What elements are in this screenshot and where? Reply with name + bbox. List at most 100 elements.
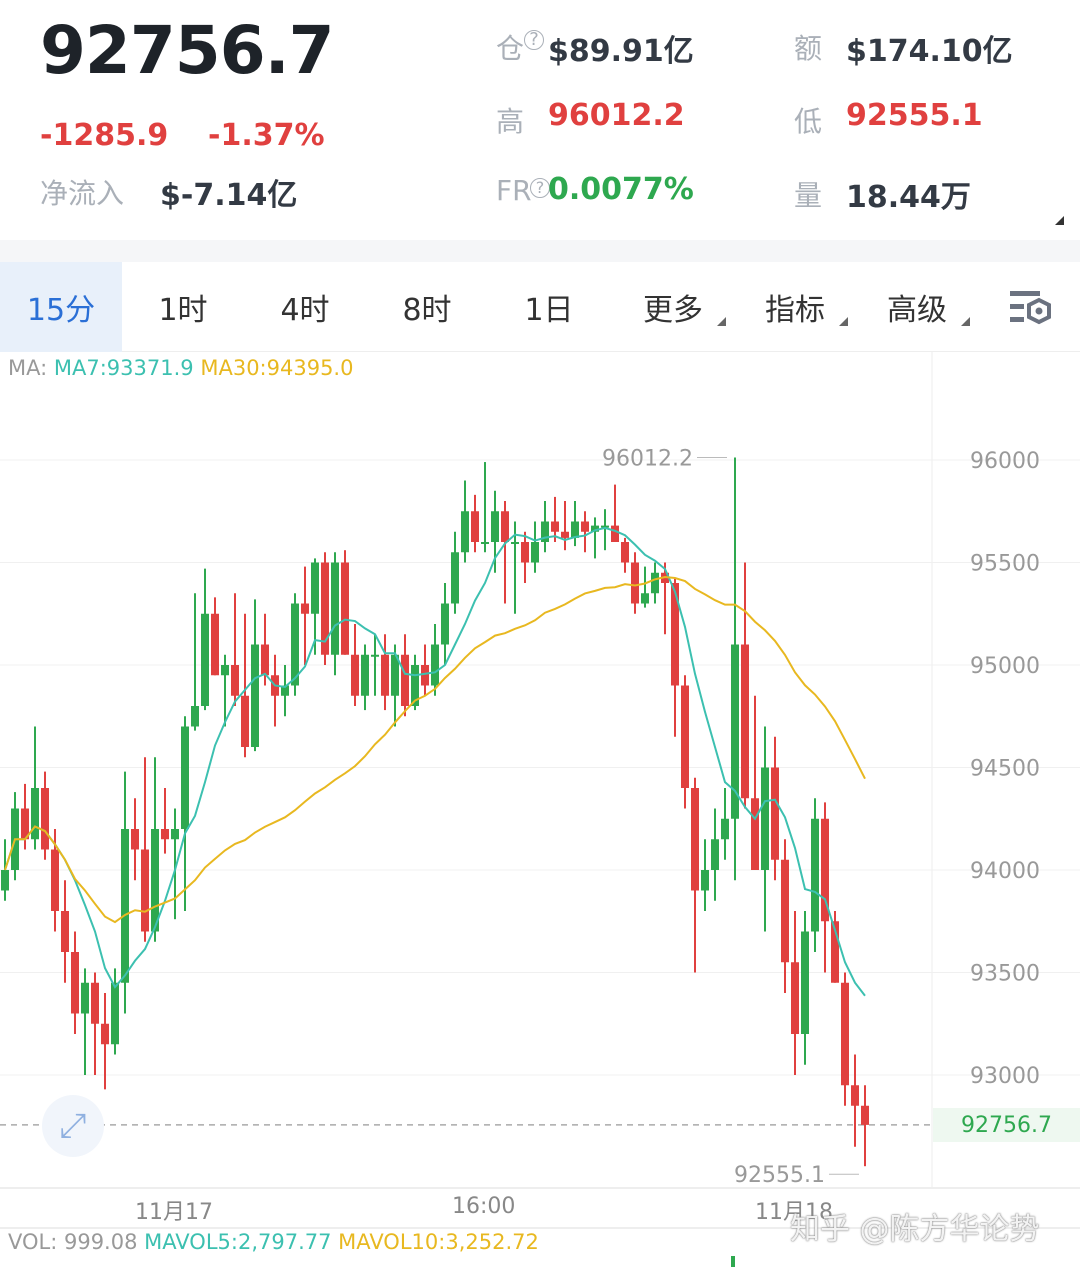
candle-body <box>591 525 599 532</box>
tab-1d[interactable]: 1日 <box>488 262 610 352</box>
candle-body <box>371 654 379 657</box>
candle-body <box>721 818 729 840</box>
candle-body <box>141 849 149 932</box>
candle-body <box>811 818 819 932</box>
candle-body <box>771 767 779 860</box>
candle-body <box>831 921 839 983</box>
candle-body <box>391 654 399 696</box>
candle-body <box>121 829 129 983</box>
funding-rate-value: 0.0077% <box>548 172 694 207</box>
candle-body <box>131 829 139 850</box>
low-label: 低 <box>794 105 823 138</box>
tab-1h[interactable]: 1时 <box>122 262 244 352</box>
tab-more[interactable]: 更多 <box>612 262 734 352</box>
candle-body <box>91 982 99 1024</box>
dropdown-triangle-icon <box>717 317 726 326</box>
candle-body <box>431 644 439 686</box>
candle-body <box>351 654 359 696</box>
last-price-tag: 92756.7 <box>933 1108 1080 1142</box>
candle-body <box>641 593 649 604</box>
ma-prefix: MA: <box>8 356 48 380</box>
candle-body <box>791 962 799 1034</box>
candle-body <box>61 911 69 952</box>
candle-body <box>261 644 269 676</box>
expand-triangle-icon[interactable] <box>1055 216 1064 225</box>
candle-body <box>621 542 629 563</box>
turnover-label: 额 <box>794 32 823 65</box>
candle-body <box>501 511 509 542</box>
candle-body <box>361 654 369 696</box>
candle-body <box>331 562 339 655</box>
tab-8h[interactable]: 8时 <box>366 262 488 352</box>
expand-arrows-icon: ⤢ <box>59 1106 87 1146</box>
y-tick-label: 95500 <box>970 552 1040 577</box>
tab-indicators[interactable]: 指标 <box>734 262 856 352</box>
volume-value: 18.44万 <box>846 180 971 215</box>
candle-body <box>461 511 469 553</box>
tab-label: 高级 <box>887 293 947 328</box>
candle-body <box>841 982 849 1086</box>
candle-body <box>251 644 259 747</box>
tab-label: 1时 <box>158 293 208 328</box>
candle-body <box>171 829 179 840</box>
candle-body <box>401 654 409 706</box>
candle-body <box>51 849 59 911</box>
candle-body <box>511 542 519 544</box>
settings-icon <box>1010 291 1051 325</box>
candle-body <box>241 695 249 747</box>
x-label: 11月17 <box>135 1200 213 1225</box>
candle-body <box>711 839 719 870</box>
tab-advanced[interactable]: 高级 <box>856 262 978 352</box>
candle-body <box>471 511 479 542</box>
candle-body <box>191 706 199 727</box>
candle-body <box>481 542 489 544</box>
candle-body <box>781 859 789 963</box>
y-tick-label: 96000 <box>970 449 1040 474</box>
interval-tabs: 15分 1时 4时 8时 1日 更多 指标 高级 <box>0 262 1080 352</box>
net-inflow-label: 净流入 <box>40 177 125 210</box>
candle-body <box>861 1105 869 1125</box>
candle-body <box>1 870 9 891</box>
high-value: 96012.2 <box>548 98 685 133</box>
y-tick-label: 95000 <box>970 654 1040 679</box>
candle-body <box>801 931 809 1034</box>
chart-settings-button[interactable] <box>980 262 1080 352</box>
candle-body <box>741 644 749 799</box>
candle-body <box>341 562 349 655</box>
candle-body <box>701 870 709 891</box>
candle-body <box>81 982 89 1014</box>
y-tick-label: 93000 <box>970 1064 1040 1089</box>
candle-body <box>521 542 529 563</box>
candle-body <box>581 521 589 532</box>
candle-body <box>541 521 549 542</box>
tab-label: 4时 <box>280 293 330 328</box>
candle-body <box>301 603 309 614</box>
volume-label: 量 <box>794 179 823 212</box>
tab-label: 指标 <box>765 293 825 328</box>
candle-body <box>821 818 829 922</box>
help-icon[interactable]: ? <box>524 30 544 50</box>
candle-body <box>411 665 419 706</box>
candle-body <box>671 583 679 686</box>
candle-body <box>291 603 299 686</box>
ma7-value: MA7:93371.9 <box>53 356 194 380</box>
funding-rate-label: FR <box>496 174 532 207</box>
candle-body <box>151 829 159 932</box>
y-tick-label: 94500 <box>970 757 1040 782</box>
y-tick-label: 94000 <box>970 859 1040 884</box>
candle-body <box>221 665 229 676</box>
high-annotation: 96012.2 <box>602 446 693 471</box>
candle-body <box>231 665 239 696</box>
candle-body <box>111 982 119 1045</box>
price-change: -1285.9 <box>40 118 169 153</box>
candle-body <box>181 726 189 829</box>
candle-body <box>441 603 449 645</box>
help-icon[interactable]: ? <box>530 178 550 198</box>
tab-label: 1日 <box>524 293 574 328</box>
candle-body <box>451 552 459 604</box>
candle-body <box>281 685 289 696</box>
fullscreen-button[interactable]: ⤢ <box>42 1095 104 1157</box>
tab-15m[interactable]: 15分 <box>0 262 122 352</box>
tab-4h[interactable]: 4时 <box>244 262 366 352</box>
